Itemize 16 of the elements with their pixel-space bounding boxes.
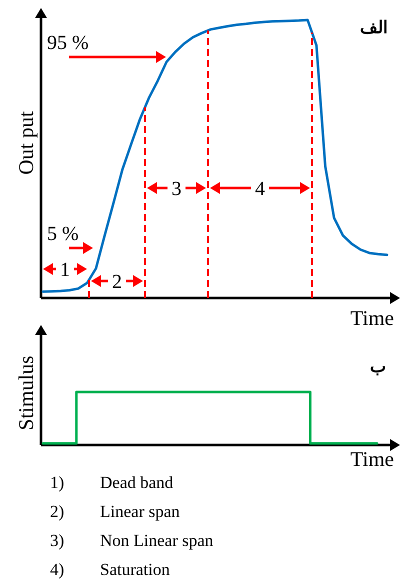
annotation: 3: [172, 178, 182, 200]
annotation: 2: [112, 271, 122, 293]
text: 4) Saturation: [50, 560, 170, 579]
x-axis-title: Time: [350, 306, 394, 330]
text: 2) Linear span: [50, 502, 180, 521]
text: 1) Dead band: [50, 473, 174, 492]
x-axis-title: Time: [350, 447, 394, 471]
y-axis-title: Out put: [14, 111, 38, 175]
chart-title: ب: [370, 357, 386, 376]
chart-title: الف: [360, 18, 388, 37]
annotation: 5 %: [47, 223, 79, 245]
text: 3) Non Linear span: [50, 531, 214, 550]
annotation: 95 %: [47, 32, 89, 54]
annotation: 1: [60, 259, 70, 281]
y-axis-title: Stimulus: [14, 356, 38, 430]
annotation: 4: [255, 178, 265, 200]
